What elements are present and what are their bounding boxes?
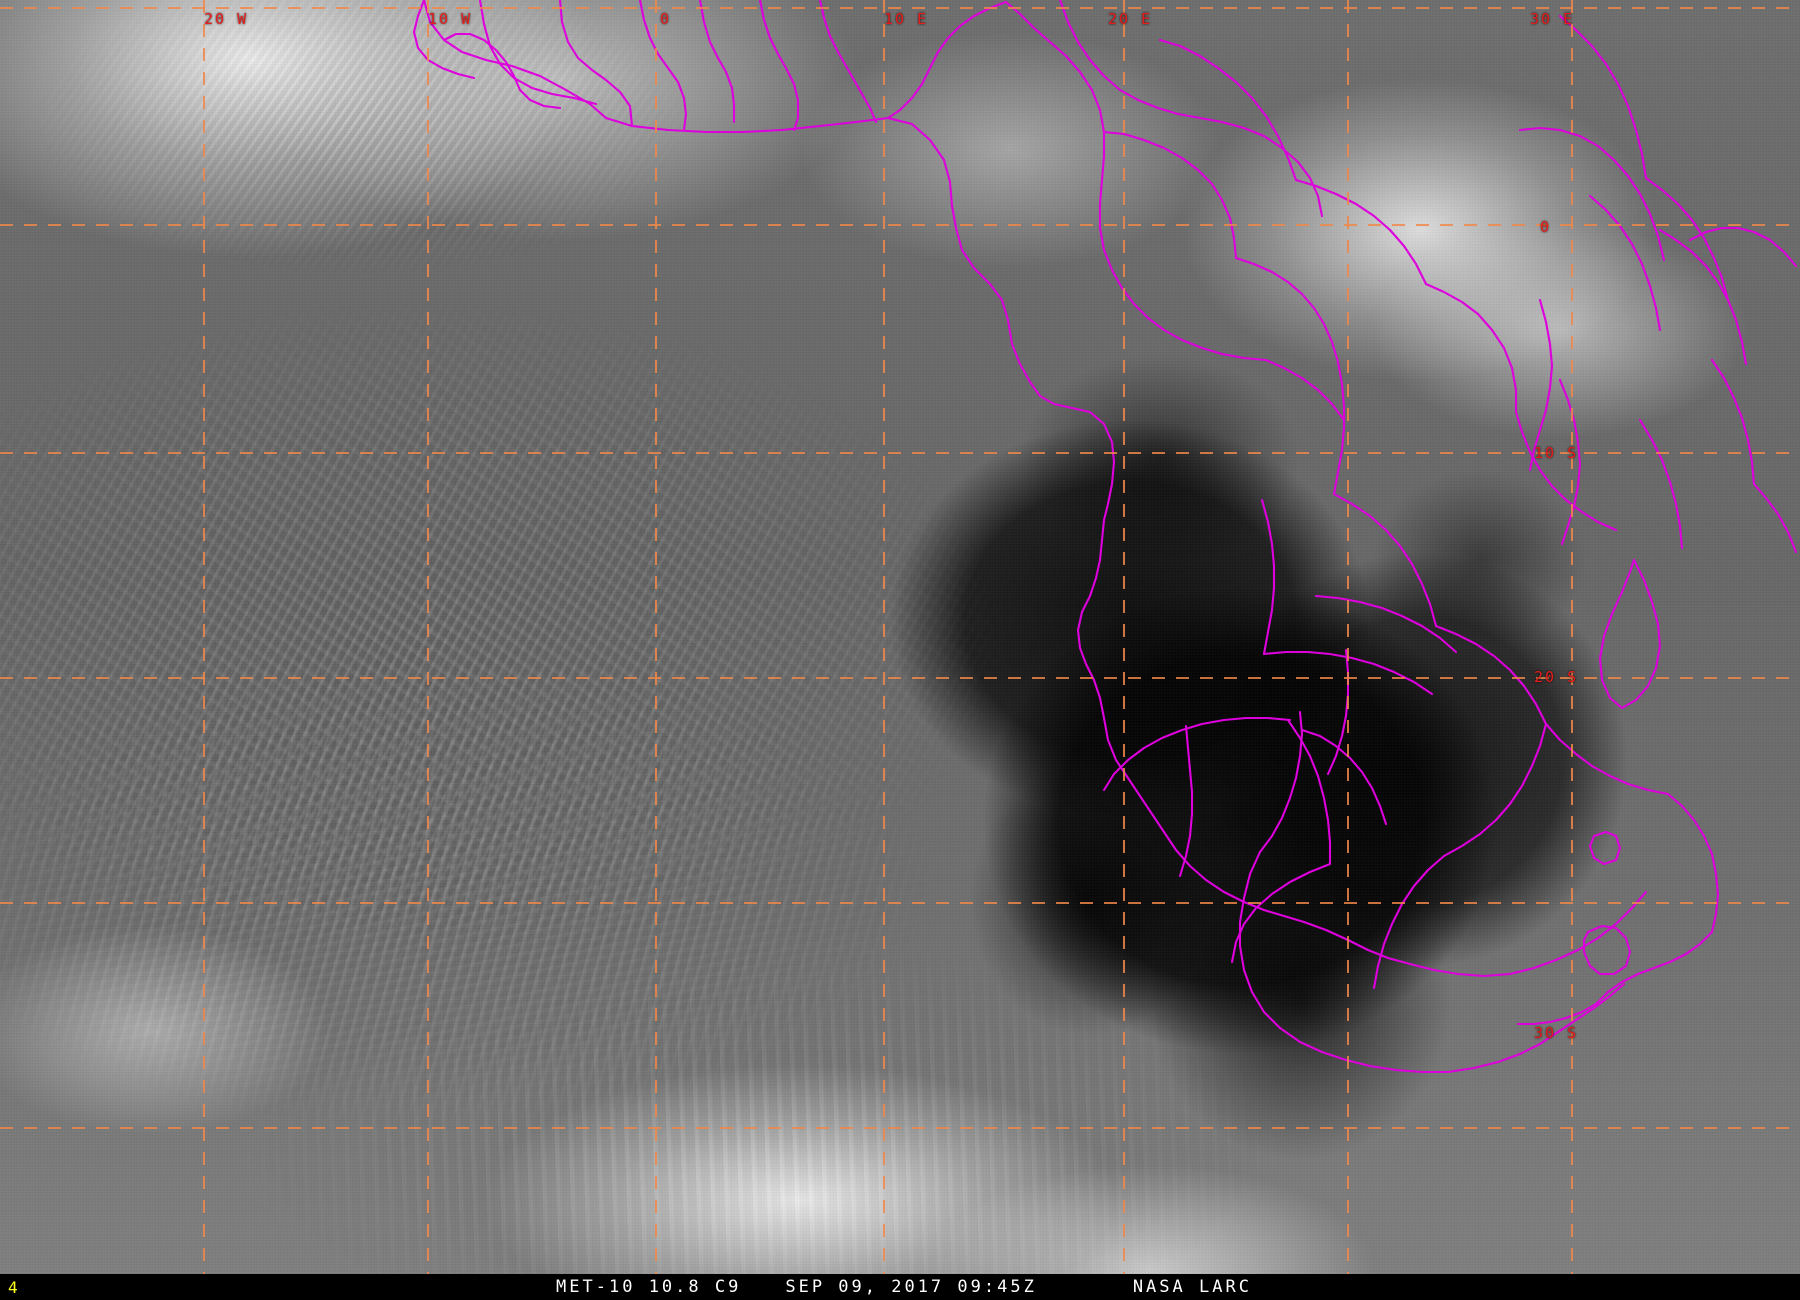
grid-label-lon-0: 0	[660, 10, 672, 28]
grid-label-lat-30s: 30 S	[1534, 1024, 1579, 1042]
grid-label-lat-0: 0	[1540, 218, 1552, 236]
status-bar: 4 MET-10 10.8 C9 SEP 09, 2017 09:45Z NAS…	[0, 1274, 1800, 1300]
grid-label-lat-20s: 20 S	[1534, 668, 1579, 686]
grid-label-lon-30e: 30 E	[1530, 10, 1575, 28]
timestamp-label: SEP 09, 2017 09:45Z	[785, 1277, 1037, 1297]
grid-label-lon-10w: 10 W	[428, 10, 473, 28]
grid-label-lon-20w: 20 W	[204, 10, 249, 28]
satellite-channel-label: MET-10 10.8 C9	[556, 1277, 742, 1297]
grid-label-lon-20e: 20 E	[1108, 10, 1153, 28]
frame-counter: 4	[8, 1277, 19, 1297]
status-bar-center: MET-10 10.8 C9 SEP 09, 2017 09:45Z NASA …	[128, 1277, 1680, 1297]
credit-label: NASA LARC	[1132, 1277, 1252, 1297]
grid-label-lon-10e: 10 E	[884, 10, 929, 28]
grid-label-lat-10s: 10 S	[1534, 444, 1579, 462]
